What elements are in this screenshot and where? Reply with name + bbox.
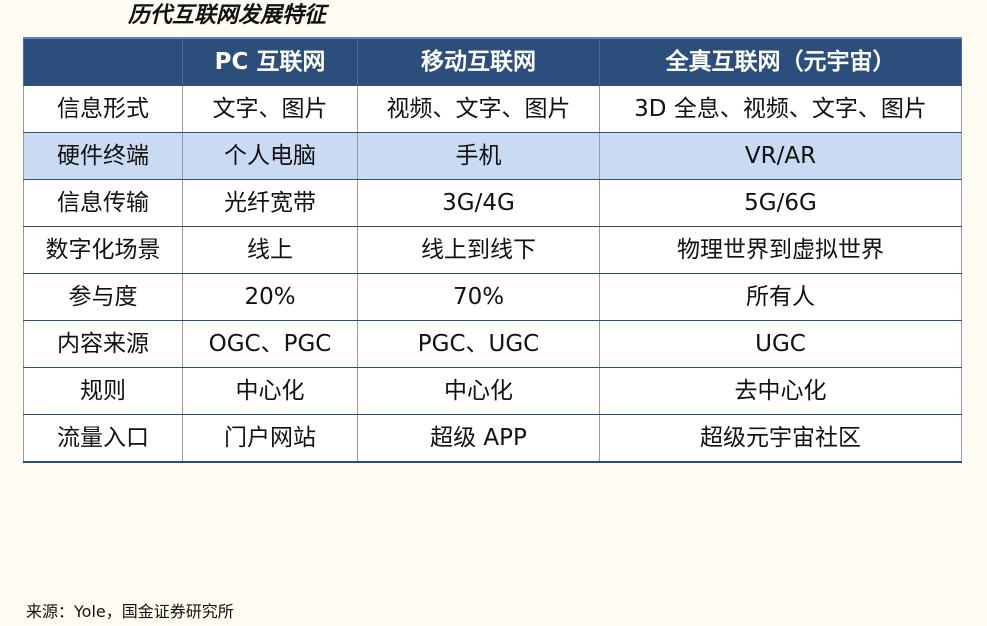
table-cell: 门户网站 <box>182 414 358 463</box>
row-label: 内容来源 <box>23 320 183 368</box>
table-cell: VR/AR <box>599 132 962 180</box>
table-row: 硬件终端 个人电脑 手机 VR/AR <box>23 132 962 180</box>
table-cell: 手机 <box>357 132 600 180</box>
table-cell: 去中心化 <box>599 367 962 415</box>
table-row: 信息传输 光纤宽带 3G/4G 5G/6G <box>23 179 962 227</box>
table-cell: 超级元宇宙社区 <box>599 414 962 463</box>
header-cell-metaverse: 全真互联网（元宇宙） <box>599 37 962 86</box>
row-label: 规则 <box>23 367 183 415</box>
table-cell: 中心化 <box>182 367 358 415</box>
table-cell: 光纤宽带 <box>182 179 358 227</box>
table-row: 参与度 20% 70% 所有人 <box>23 273 962 321</box>
table-cell: 20% <box>182 273 358 321</box>
table-row: 数字化场景 线上 线上到线下 物理世界到虚拟世界 <box>23 226 962 274</box>
table-cell: 所有人 <box>599 273 962 321</box>
table-cell: 文字、图片 <box>182 85 358 133</box>
row-label: 信息传输 <box>23 179 183 227</box>
table-row: 规则 中心化 中心化 去中心化 <box>23 367 962 415</box>
table-cell: 线上到线下 <box>357 226 600 274</box>
page-title: 历代互联网发展特征 <box>128 3 327 28</box>
row-label: 数字化场景 <box>23 226 183 274</box>
table-cell: 3G/4G <box>357 179 600 227</box>
table-cell: 中心化 <box>357 367 600 415</box>
table-cell: 超级 APP <box>357 414 600 463</box>
table-cell: OGC、PGC <box>182 320 358 368</box>
table-cell: 个人电脑 <box>182 132 358 180</box>
table-cell: 5G/6G <box>599 179 962 227</box>
table-header-row: PC 互联网 移动互联网 全真互联网（元宇宙） <box>23 37 962 86</box>
row-label: 流量入口 <box>23 414 183 463</box>
table-cell: PGC、UGC <box>357 320 600 368</box>
header-cell-mobile-internet: 移动互联网 <box>357 37 600 86</box>
source-note: 来源：Yole，国金证券研究所 <box>26 602 234 621</box>
row-label: 信息形式 <box>23 85 183 133</box>
table-cell: 视频、文字、图片 <box>357 85 600 133</box>
table-row: 内容来源 OGC、PGC PGC、UGC UGC <box>23 320 962 368</box>
table-cell: UGC <box>599 320 962 368</box>
row-label: 参与度 <box>23 273 183 321</box>
header-cell-corner <box>23 37 183 86</box>
comparison-table-container: PC 互联网 移动互联网 全真互联网（元宇宙） 信息形式 文字、图片 视频、文字… <box>23 37 962 463</box>
table-cell: 物理世界到虚拟世界 <box>599 226 962 274</box>
table-cell: 70% <box>357 273 600 321</box>
row-label: 硬件终端 <box>23 132 183 180</box>
table-cell: 线上 <box>182 226 358 274</box>
comparison-table: PC 互联网 移动互联网 全真互联网（元宇宙） 信息形式 文字、图片 视频、文字… <box>23 37 962 463</box>
table-cell: 3D 全息、视频、文字、图片 <box>599 85 962 133</box>
header-cell-pc-internet: PC 互联网 <box>182 37 358 86</box>
table-row: 流量入口 门户网站 超级 APP 超级元宇宙社区 <box>23 414 962 463</box>
table-row: 信息形式 文字、图片 视频、文字、图片 3D 全息、视频、文字、图片 <box>23 85 962 133</box>
